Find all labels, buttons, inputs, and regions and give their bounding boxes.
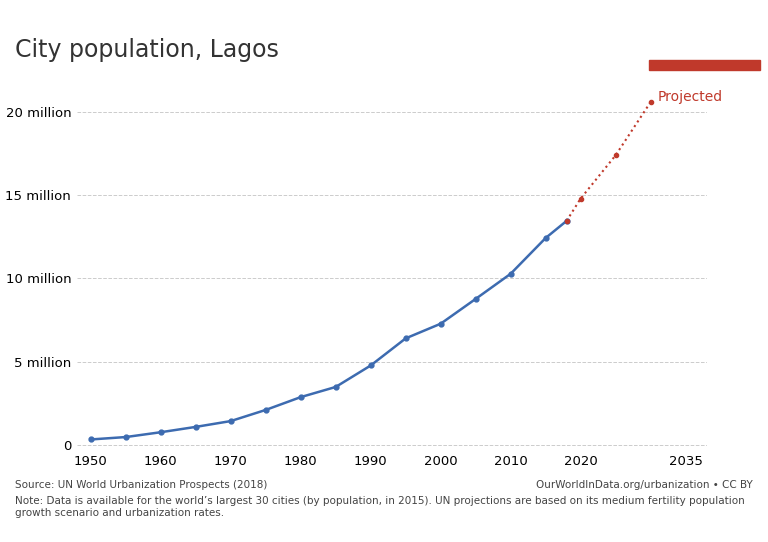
Text: Source: UN World Urbanization Prospects (2018): Source: UN World Urbanization Prospects … [15,480,268,489]
Text: Our World: Our World [675,23,734,33]
Text: OurWorldInData.org/urbanization • CC BY: OurWorldInData.org/urbanization • CC BY [536,480,753,489]
Text: in Data: in Data [684,42,726,52]
Text: Note: Data is available for the world’s largest 30 cities (by population, in 201: Note: Data is available for the world’s … [15,496,745,518]
Bar [649,61,760,70]
Text: City population, Lagos: City population, Lagos [15,38,280,62]
Text: Projected: Projected [657,90,723,104]
